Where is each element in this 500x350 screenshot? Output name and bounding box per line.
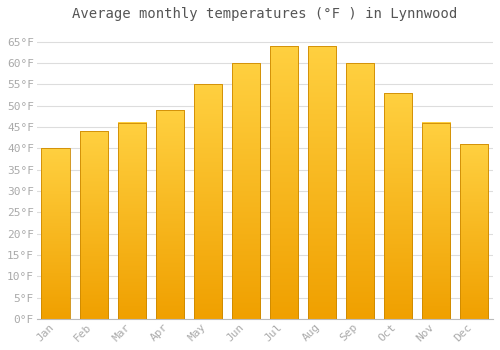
Bar xyxy=(42,148,70,319)
Bar xyxy=(308,46,336,319)
Bar xyxy=(460,144,488,319)
Bar xyxy=(194,84,222,319)
Bar xyxy=(384,93,412,319)
Title: Average monthly temperatures (°F ) in Lynnwood: Average monthly temperatures (°F ) in Ly… xyxy=(72,7,458,21)
Bar xyxy=(232,63,260,319)
Bar xyxy=(156,110,184,319)
Bar xyxy=(80,131,108,319)
Bar xyxy=(422,123,450,319)
Bar xyxy=(118,123,146,319)
Bar xyxy=(346,63,374,319)
Bar xyxy=(270,46,298,319)
